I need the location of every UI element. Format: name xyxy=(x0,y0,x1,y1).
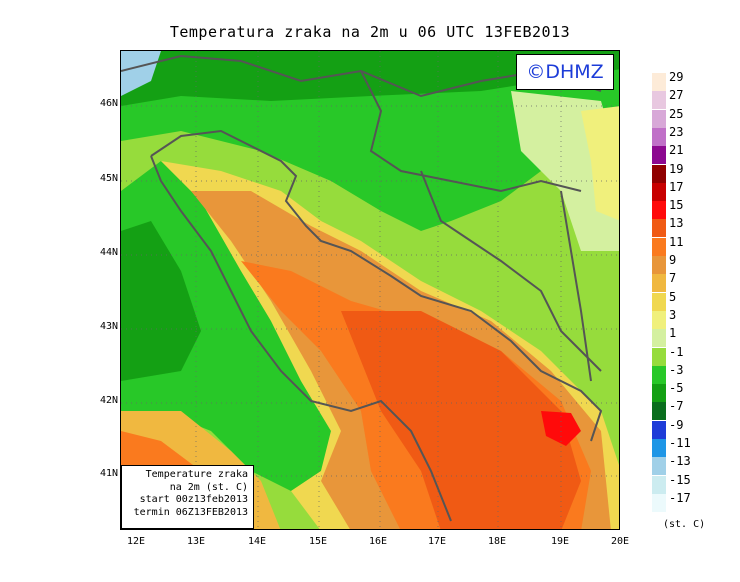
legend-level: 15 xyxy=(669,198,684,213)
legend-level: 19 xyxy=(669,161,684,176)
legend-level: 5 xyxy=(669,289,677,304)
lat-label: 46N xyxy=(99,98,118,109)
legend-swatch xyxy=(652,127,666,146)
lon-label: 15E xyxy=(308,536,328,547)
dhmz-logo: ©DHMZ xyxy=(516,54,614,90)
legend-swatch xyxy=(652,439,666,457)
map-title: Temperatura zraka na 2m u 06 UTC 13FEB20… xyxy=(169,23,571,41)
legend-swatch xyxy=(652,164,666,183)
legend-level: 27 xyxy=(669,88,684,103)
temperature-map xyxy=(120,50,620,530)
cold-corner xyxy=(121,51,161,96)
lon-label: 18E xyxy=(487,536,507,547)
legend-level: -9 xyxy=(669,417,684,432)
lon-label: 13E xyxy=(186,536,206,547)
info-line-4: termin 06Z13FEB2013 xyxy=(133,506,248,518)
legend-swatch xyxy=(652,219,666,238)
italy-green xyxy=(121,161,331,491)
alpine-dark xyxy=(121,51,619,106)
lon-label: 17E xyxy=(427,536,447,547)
info-line-1: Temperature zraka xyxy=(145,469,248,480)
map-canvas xyxy=(121,51,619,529)
lat-label: 45N xyxy=(99,173,118,184)
legend-level: -15 xyxy=(669,472,691,487)
legend-level: 13 xyxy=(669,216,684,231)
lat-label: 42N xyxy=(99,395,118,406)
legend-level: -7 xyxy=(669,399,684,414)
east-yellow xyxy=(581,106,619,221)
legend-level: -1 xyxy=(669,344,684,359)
legend-level: -13 xyxy=(669,454,691,469)
legend-swatch xyxy=(652,420,666,439)
lon-label: 16E xyxy=(368,536,388,547)
legend-swatch xyxy=(652,310,666,329)
legend-level: -11 xyxy=(669,436,691,450)
legend-level: 7 xyxy=(669,271,677,286)
legend-level: 25 xyxy=(669,106,684,121)
lon-label: 14E xyxy=(247,536,267,547)
legend-swatch xyxy=(652,384,666,403)
legend-swatch xyxy=(652,201,666,220)
legend-level: 11 xyxy=(669,234,684,249)
legend-level: -5 xyxy=(669,381,684,396)
legend-swatch xyxy=(652,402,666,421)
info-line-2: na 2m (st. C) xyxy=(169,481,248,493)
legend-swatch xyxy=(652,329,666,348)
legend-swatch xyxy=(652,475,666,494)
legend-swatch xyxy=(652,237,666,256)
graticule xyxy=(121,51,619,529)
italy-dark xyxy=(121,221,201,381)
hotspot xyxy=(541,411,581,446)
color-legend xyxy=(652,73,670,513)
legend-level: 23 xyxy=(669,124,684,139)
legend-level: 21 xyxy=(669,143,684,158)
adriatic-hot xyxy=(341,311,581,529)
legend-level: 1 xyxy=(669,326,677,341)
lon-label: 20E xyxy=(610,536,630,547)
legend-level: -3 xyxy=(669,362,684,377)
legend-swatch xyxy=(652,347,666,366)
alpine-band xyxy=(121,61,619,231)
legend-swatch xyxy=(652,256,666,274)
legend-swatch xyxy=(652,91,666,110)
legend-level: 17 xyxy=(669,179,684,194)
legend-swatch xyxy=(652,292,666,311)
lon-label: 12E xyxy=(126,536,146,547)
legend-level: 9 xyxy=(669,253,677,267)
legend-level: 29 xyxy=(669,70,684,84)
legend-swatch xyxy=(652,457,666,476)
legend-level: 3 xyxy=(669,307,677,322)
legend-swatch xyxy=(652,73,666,91)
legend-swatch xyxy=(652,109,666,128)
legend-units: (st. C) xyxy=(663,519,706,530)
lat-label: 44N xyxy=(99,247,118,258)
legend-swatch xyxy=(652,493,666,512)
lat-label: 43N xyxy=(99,321,118,332)
info-box: Temperature zraka na 2m (st. C) start 00… xyxy=(121,465,254,529)
legend-swatch xyxy=(652,365,666,384)
legend-swatch xyxy=(652,274,666,293)
lon-label: 19E xyxy=(550,536,570,547)
info-line-3: start 00z13feb2013 xyxy=(139,494,248,505)
legend-swatch xyxy=(652,182,666,201)
lat-label: 41N xyxy=(99,468,118,479)
legend-level: -17 xyxy=(669,490,691,505)
legend-swatch xyxy=(652,146,666,165)
